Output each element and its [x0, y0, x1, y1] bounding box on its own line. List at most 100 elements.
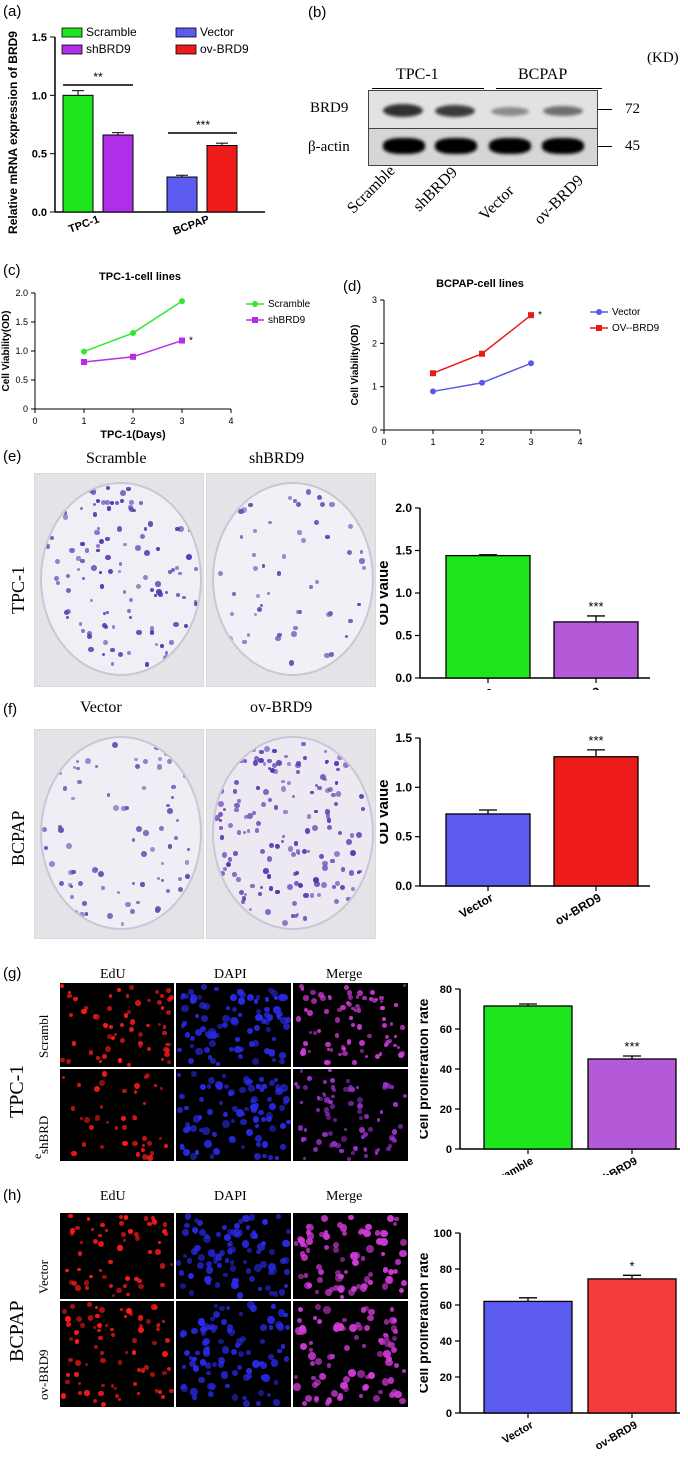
dot — [244, 1106, 249, 1112]
dot — [243, 759, 248, 764]
dot — [324, 653, 330, 659]
dot — [306, 1248, 311, 1253]
dot — [262, 564, 266, 568]
dot — [293, 880, 299, 886]
dot — [324, 1097, 330, 1103]
dot — [213, 1303, 219, 1309]
dot — [267, 1316, 276, 1324]
y-tick-label: 0.0 — [32, 207, 47, 219]
dot — [115, 501, 119, 505]
dot — [341, 1050, 348, 1057]
dot — [166, 888, 170, 893]
dot — [364, 1113, 370, 1120]
y-tick-label: 2.0 — [395, 501, 412, 515]
dot — [360, 1307, 367, 1313]
chart-c: TPC-1-cell lines 0 0.5 1.0 1.5 2.0 0 1 2 3 4 TPC-1(… — [1, 271, 311, 441]
dot — [388, 1316, 397, 1325]
dot — [187, 1258, 193, 1264]
dot — [311, 824, 318, 831]
dot — [280, 1144, 287, 1151]
dot — [117, 1245, 123, 1251]
dot — [337, 1007, 343, 1013]
dot — [101, 622, 107, 628]
dot — [102, 611, 107, 616]
dot — [302, 1156, 307, 1161]
dot — [362, 900, 367, 904]
dot — [66, 1059, 72, 1065]
dot — [245, 919, 251, 925]
data-point — [430, 370, 436, 377]
dot — [159, 994, 164, 999]
bar — [445, 554, 531, 679]
dot — [366, 1314, 374, 1322]
dot — [344, 984, 349, 990]
dot — [295, 502, 302, 508]
dot — [93, 1086, 100, 1093]
dot — [112, 1294, 116, 1298]
dot — [275, 890, 280, 895]
dot — [259, 886, 263, 890]
dot — [285, 1324, 291, 1330]
dot — [220, 907, 224, 912]
dot — [221, 1346, 229, 1354]
dot — [64, 511, 68, 515]
dot — [277, 1309, 286, 1317]
category-label: BCPAP — [171, 214, 211, 238]
dot — [264, 1006, 271, 1013]
dot — [273, 1380, 279, 1385]
dot — [209, 1324, 216, 1331]
dot — [357, 913, 361, 917]
dot — [278, 994, 285, 1001]
dot — [73, 739, 78, 744]
dot — [131, 881, 135, 885]
dot — [287, 884, 293, 891]
dot — [330, 858, 335, 864]
dot — [195, 1350, 200, 1356]
dot — [229, 748, 234, 753]
dot — [106, 793, 111, 798]
dot — [383, 1338, 392, 1347]
dot — [256, 1401, 261, 1406]
dot — [267, 1155, 273, 1161]
dot — [69, 885, 74, 889]
dot — [108, 994, 112, 998]
dot — [382, 1267, 389, 1273]
dot — [108, 1025, 113, 1030]
dot — [46, 743, 53, 750]
dot — [86, 1217, 91, 1221]
lane-label-ov-brd9: ov-BRD9 — [531, 171, 588, 229]
dot — [217, 766, 223, 771]
dot — [269, 1249, 276, 1256]
dot — [253, 1152, 262, 1161]
dot — [347, 549, 353, 555]
dot — [333, 1321, 342, 1330]
dot — [145, 1318, 152, 1325]
dot — [383, 1043, 388, 1047]
dot — [75, 1315, 82, 1322]
dot — [117, 1360, 123, 1366]
dot — [122, 1238, 127, 1243]
dot — [100, 1145, 104, 1150]
dot — [128, 1311, 133, 1316]
dot — [111, 1035, 116, 1040]
dot — [162, 1370, 168, 1376]
dot — [330, 1390, 338, 1398]
dot — [133, 1090, 138, 1094]
dot — [237, 1218, 243, 1224]
dot — [137, 1315, 144, 1322]
dot — [46, 495, 51, 500]
dot — [145, 1072, 151, 1078]
panel-a-letter: (a) — [3, 3, 22, 20]
dot — [367, 1371, 375, 1380]
dot — [295, 1016, 302, 1022]
dot — [122, 1088, 127, 1094]
dot — [199, 1002, 206, 1010]
dot — [255, 995, 261, 1000]
data-point — [179, 298, 185, 305]
dot — [190, 1388, 198, 1397]
actin-blot-strip — [368, 128, 598, 166]
dot — [81, 576, 85, 580]
dot — [120, 922, 125, 926]
dot — [266, 1027, 271, 1032]
dot — [97, 527, 101, 531]
